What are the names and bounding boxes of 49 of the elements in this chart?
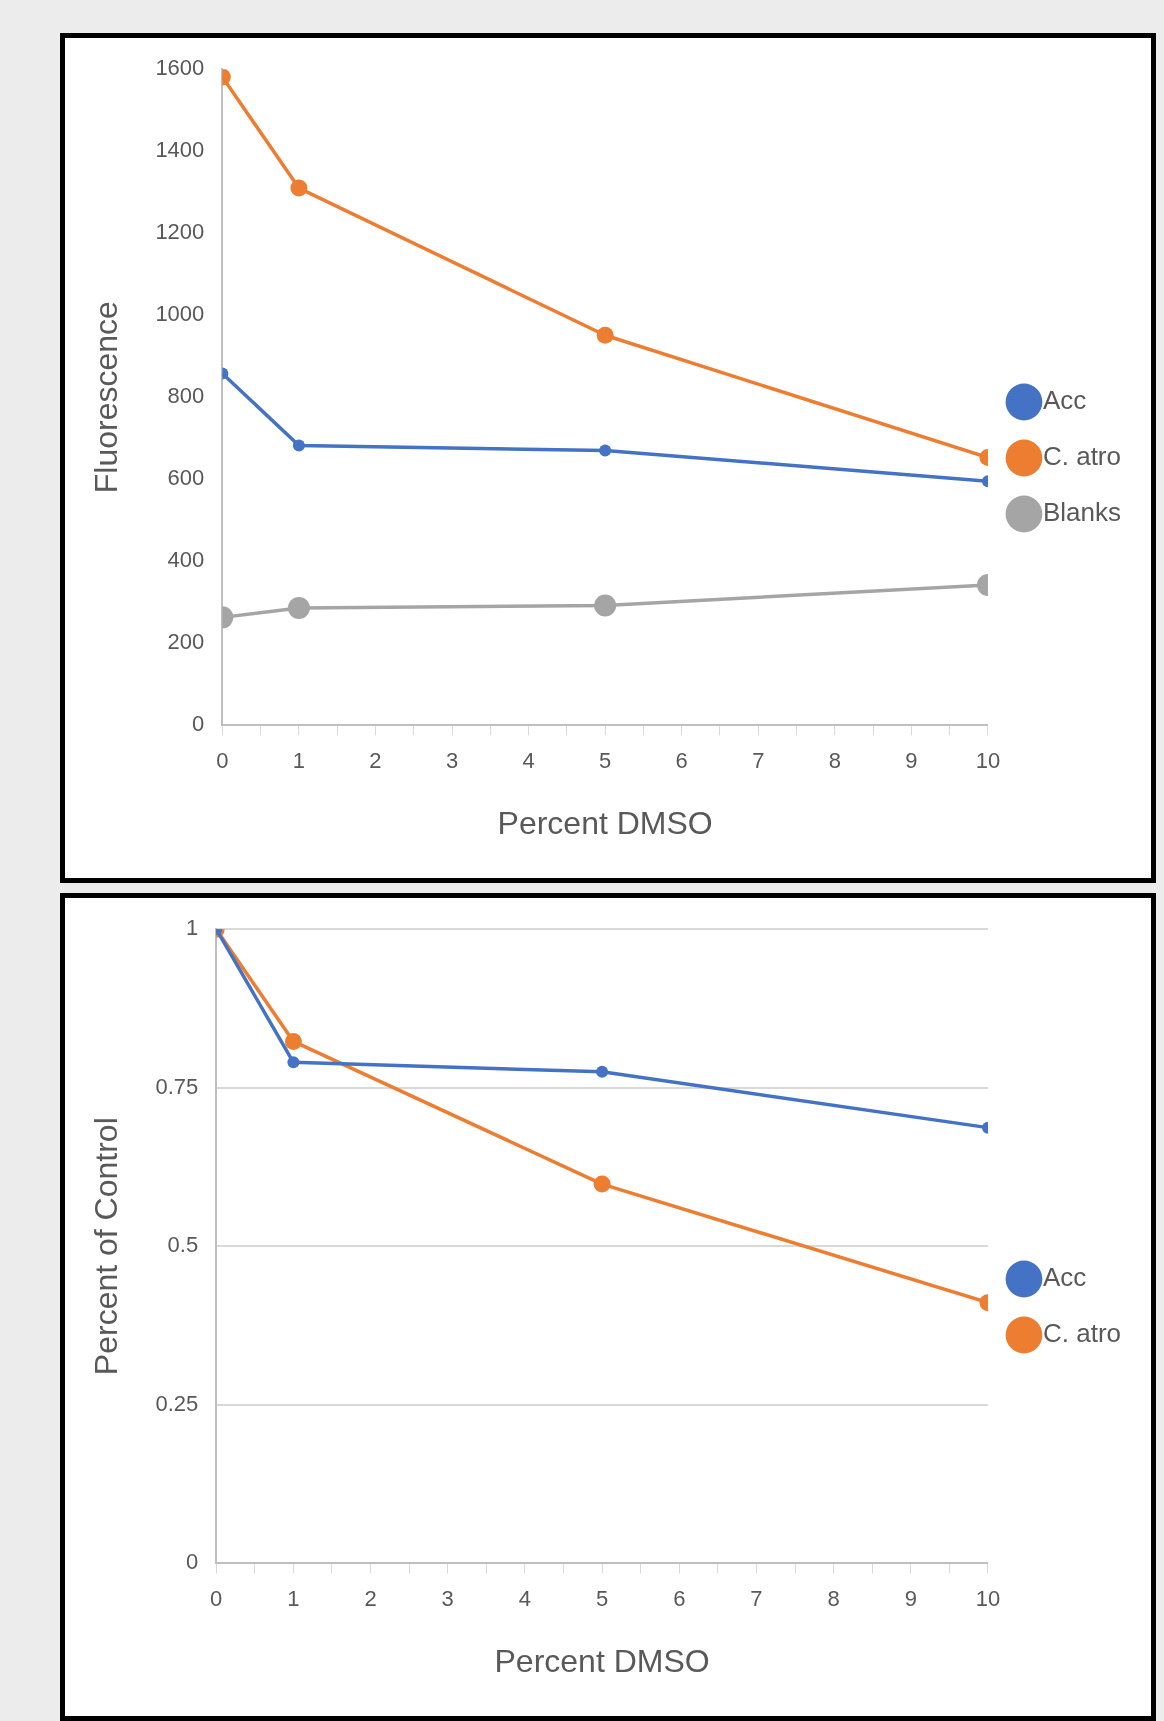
x-tick-label: 8 — [828, 748, 841, 774]
x-tick-label: 7 — [752, 748, 765, 774]
x-tick-label: 4 — [518, 1586, 532, 1612]
y-tick-label: 1200 — [155, 219, 205, 245]
x-tick-label: 5 — [599, 748, 612, 774]
y-axis-title: Fluorescence — [88, 301, 125, 494]
x-tick-label: 4 — [522, 748, 535, 774]
x-tick-label: 3 — [441, 1586, 454, 1612]
x-tick-label: 6 — [675, 748, 688, 774]
y-axis-title: Percent of Control — [88, 1117, 125, 1376]
x-axis-title: Percent DMSO — [497, 804, 713, 841]
x-tick-label: 8 — [827, 1586, 840, 1612]
y-tick-label: 0 — [185, 1549, 199, 1575]
legend-label: Acc — [1042, 1262, 1087, 1293]
x-tick-label: 0 — [216, 748, 229, 774]
point — [596, 1065, 609, 1078]
x-tick-label: 1 — [287, 1586, 300, 1612]
point — [287, 1056, 300, 1069]
x-axis-title: Percent DMSO — [494, 1642, 710, 1679]
y-tick-label: 800 — [167, 383, 205, 409]
x-tick-label: 10 — [975, 1586, 1001, 1612]
y-tick-label: 400 — [167, 547, 205, 573]
y-tick-label: 1400 — [155, 137, 205, 163]
x-tick-label: 10 — [975, 748, 1001, 774]
x-tick-label: 1 — [292, 748, 306, 774]
y-tick-label: 600 — [167, 465, 205, 491]
y-tick-label: 0.75 — [155, 1073, 199, 1099]
x-tick-label: 3 — [445, 748, 459, 774]
y-tick-label: 200 — [167, 629, 205, 655]
legend-label: C. atro — [1042, 1318, 1122, 1349]
legend-label: Blanks — [1042, 497, 1122, 528]
y-tick-label: 0 — [192, 711, 205, 737]
y-tick-label: 1600 — [155, 55, 205, 81]
x-tick-label: 2 — [364, 1586, 377, 1612]
y-tick-label: 1 — [185, 915, 199, 941]
x-tick-label: 0 — [210, 1586, 223, 1612]
x-tick-label: 2 — [369, 748, 382, 774]
x-tick-label: 9 — [905, 748, 918, 774]
x-tick-label: 6 — [673, 1586, 686, 1612]
y-tick-label: 1000 — [155, 301, 205, 327]
y-tick-label: 0.5 — [167, 1232, 199, 1258]
legend-label: Acc — [1042, 385, 1087, 416]
point — [593, 1175, 611, 1193]
x-tick-label: 5 — [595, 1586, 609, 1612]
legend-label: C. atro — [1042, 441, 1121, 472]
y-tick-label: 0.25 — [155, 1390, 199, 1416]
point — [284, 1032, 302, 1050]
x-tick-label: 7 — [750, 1586, 763, 1612]
x-tick-label: 9 — [904, 1586, 917, 1612]
